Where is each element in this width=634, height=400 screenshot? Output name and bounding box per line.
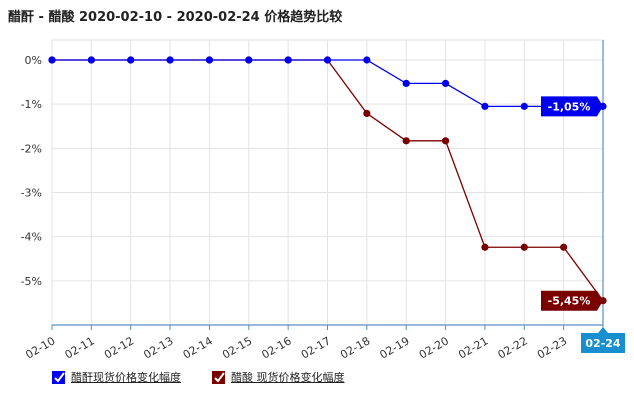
- data-point: [441, 79, 450, 88]
- checkbox-checked-icon[interactable]: [212, 370, 225, 384]
- x-tick-label: 02-23: [535, 334, 569, 361]
- legend-item-acetic-acid[interactable]: 醋酸 现货价格变化幅度: [212, 369, 345, 385]
- y-tick-label: -3%: [21, 187, 42, 200]
- legend-label: 醋酐现货价格变化幅度: [71, 371, 181, 384]
- data-point: [560, 243, 568, 251]
- x-crosshair-label-badge: [581, 327, 625, 353]
- legend-label: 醋酸 现货价格变化幅度: [231, 371, 345, 384]
- data-point: [481, 243, 489, 251]
- end-value-badge: [541, 290, 603, 311]
- data-point: [520, 102, 528, 110]
- x-tick-label: 02-18: [338, 334, 372, 361]
- x-tick-label: 02-21: [456, 334, 490, 361]
- data-point: [166, 56, 174, 64]
- y-tick-label: -1%: [21, 98, 42, 111]
- x-tick-label: 02-11: [63, 334, 97, 361]
- data-point: [48, 56, 56, 64]
- data-point: [323, 56, 332, 64]
- data-point: [402, 79, 410, 88]
- data-point: [402, 137, 410, 145]
- end-value-label: -1,05%: [548, 100, 591, 113]
- data-point: [284, 56, 292, 64]
- y-tick-label: -2%: [21, 142, 42, 155]
- x-tick-label: 02-12: [102, 334, 136, 361]
- x-tick-label: 02-17: [299, 334, 333, 361]
- x-tick-label: 02-14: [181, 334, 215, 361]
- data-point: [481, 102, 489, 110]
- x-tick-label: 02-20: [417, 334, 451, 361]
- x-tick-label: 02-10: [23, 334, 57, 361]
- data-point: [205, 56, 214, 64]
- end-value-label: -5,45%: [548, 295, 591, 308]
- x-tick-label: 02-16: [259, 334, 293, 361]
- y-tick-label: 0%: [25, 54, 42, 67]
- x-tick-label: 02-15: [220, 334, 254, 361]
- data-point: [363, 109, 371, 118]
- checkbox-checked-icon[interactable]: [52, 370, 65, 384]
- data-point: [87, 56, 95, 64]
- data-point: [520, 243, 528, 251]
- data-point: [245, 56, 253, 64]
- x-tick-label: 02-13: [141, 334, 175, 361]
- chart-title: 醋酐 - 醋酸 2020-02-10 - 2020-02-24 价格趋势比较: [8, 10, 343, 25]
- end-value-badge: [541, 96, 603, 117]
- x-tick-label: 02-19: [378, 334, 412, 361]
- data-point: [127, 56, 135, 64]
- y-tick-label: -5%: [21, 275, 42, 288]
- data-point: [441, 137, 450, 145]
- y-tick-label: -4%: [21, 231, 42, 244]
- data-point: [363, 56, 371, 64]
- x-tick-label: 02-22: [496, 334, 530, 361]
- x-crosshair-label: 02-24: [585, 337, 621, 350]
- legend-item-acetic-anhydride[interactable]: 醋酐现货价格变化幅度: [52, 369, 181, 385]
